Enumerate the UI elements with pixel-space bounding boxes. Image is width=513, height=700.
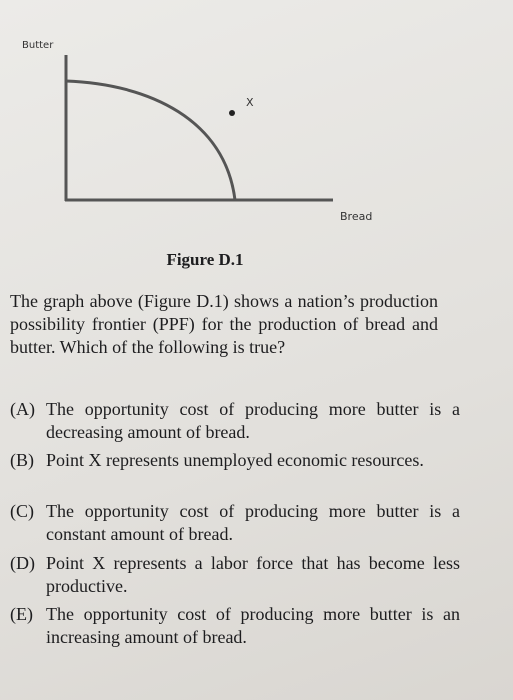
option: (D) Point X represents a labor force that… bbox=[10, 552, 460, 598]
x-axis-label: Bread bbox=[340, 210, 372, 223]
figure-caption: Figure D.1 bbox=[166, 250, 244, 269]
option-text: The opportunity cost of producing more b… bbox=[46, 399, 460, 442]
option-letter: (B) bbox=[10, 450, 34, 470]
option-letter: (E) bbox=[10, 604, 33, 624]
option-letter: (D) bbox=[10, 553, 35, 573]
option: (A) The opportunity cost of producing mor… bbox=[10, 398, 460, 444]
option: (C) The opportunity cost of producing mor… bbox=[10, 500, 460, 546]
option-letter: (C) bbox=[10, 501, 34, 521]
option-text: The opportunity cost of producing more b… bbox=[46, 501, 460, 544]
ppf-diagram: Butter X Bread bbox=[22, 40, 372, 223]
option: (E) The opportunity cost of producing mor… bbox=[10, 603, 460, 649]
option-text: Point X represents unemployed economic r… bbox=[46, 450, 424, 470]
y-axis-label: Butter bbox=[22, 40, 54, 51]
option-text: The opportunity cost of producing more b… bbox=[46, 604, 460, 647]
option: (B) Point X represents unemployed economi… bbox=[10, 449, 460, 472]
option-letter: (A) bbox=[10, 399, 35, 419]
point-x bbox=[229, 110, 235, 116]
option-text: Point X represents a labor force that ha… bbox=[46, 553, 460, 596]
ppf-curve bbox=[65, 79, 237, 201]
point-label: X bbox=[246, 96, 254, 109]
question: The graph above (Figure D.1) shows a nat… bbox=[10, 291, 438, 357]
